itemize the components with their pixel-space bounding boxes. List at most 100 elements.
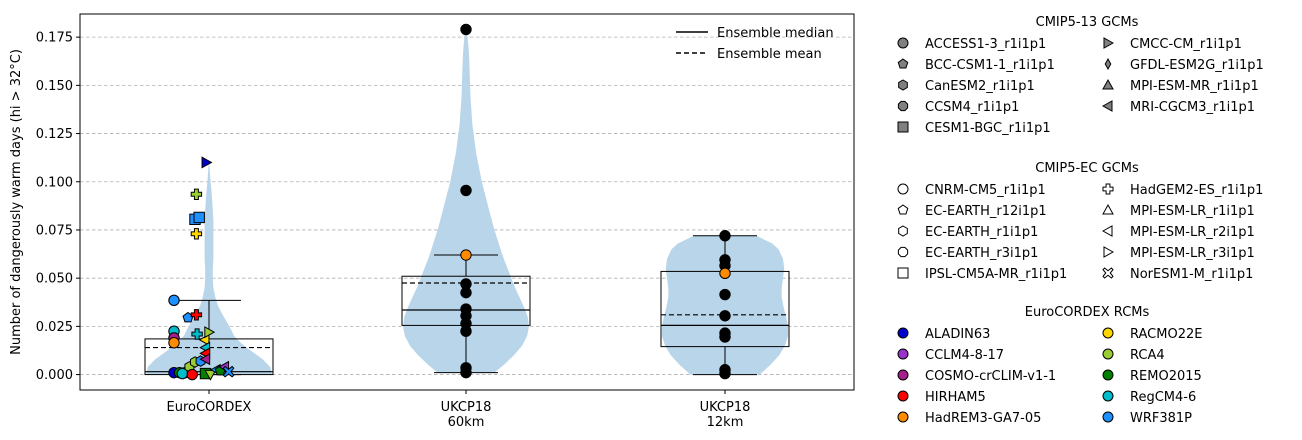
- data-point: [191, 328, 203, 340]
- legend-entry-label: MRI-CGCM3_r1i1p1: [1130, 100, 1255, 115]
- legend-entry-label: COSMO-crCLIM-v1-1: [925, 369, 1056, 384]
- legend-marker: [897, 246, 909, 258]
- data-point: [719, 267, 731, 280]
- legend-entry-label: ALADIN63: [925, 327, 990, 342]
- legend-title: CMIP5-EC GCMs: [1035, 161, 1139, 176]
- data-points: [168, 23, 731, 381]
- y-tick-label: 0.175: [36, 31, 73, 46]
- legend-entry-label: EC-EARTH_r3i1p1: [925, 246, 1038, 261]
- data-point: [186, 368, 198, 381]
- legend-entry-label: EC-EARTH_r1i1p1: [925, 225, 1038, 240]
- legend-marker: [897, 411, 909, 423]
- legend-entry-label: RACMO22E: [1130, 327, 1202, 342]
- legend-marker: [1102, 369, 1114, 381]
- legend-entry-label: IPSL-CM5A-MR_r1i1p1: [925, 267, 1067, 282]
- legend-entry-label: MPI-ESM-LR_r3i1p1: [1130, 246, 1255, 261]
- legend-entry-label: CCLM4-8-17: [925, 348, 1004, 363]
- legend-entry-label: MPI-ESM-LR_r1i1p1: [1130, 204, 1255, 219]
- legend-title: EuroCORDEX RCMs: [1025, 305, 1150, 320]
- legend-entry-label: NorESM1-M_r1i1p1: [1130, 267, 1253, 282]
- legend-marker: [897, 390, 909, 402]
- legend-marker: [897, 37, 909, 49]
- violin-uk60: [403, 29, 529, 373]
- data-point: [719, 230, 731, 242]
- legend-entry-label: BCC-CSM1-1_r1i1p1: [925, 58, 1055, 73]
- legend-marker: [1102, 390, 1114, 402]
- plot-area: [79, 13, 855, 391]
- x-tick-label-euro: EuroCORDEX: [167, 400, 252, 415]
- legend-entry-label: CanESM2_r1i1p1: [925, 79, 1035, 94]
- legend-marker: [898, 79, 908, 91]
- legend-entry-label: GFDL-ESM2G_r1i1p1: [1130, 58, 1264, 73]
- legend-entry-label: RCA4: [1130, 348, 1165, 363]
- legend-marker: [897, 58, 909, 69]
- legend-marker: [1102, 203, 1114, 215]
- data-point: [460, 325, 472, 337]
- y-tick-label: 0.075: [36, 223, 73, 238]
- legend-entry-label: MPI-ESM-MR_r1i1p1: [1130, 79, 1259, 94]
- legend-entry-label: HadREM3-GA7-05: [925, 411, 1041, 426]
- y-axis-label: Number of dangerously warm days (hi > 32…: [9, 49, 24, 355]
- legend-entry-label: REMO2015: [1130, 369, 1202, 384]
- legend-entry-label: RegCM4-6: [1130, 390, 1196, 405]
- legend-marker: [1103, 246, 1115, 258]
- legend-entry-label: HIRHAM5: [925, 390, 986, 405]
- legend-line-label: Ensemble median: [717, 26, 834, 41]
- marker-legends: CMIP5-13 GCMs ACCESS1-3_r1i1p1 BCC-CSM1-1_…: [897, 15, 1264, 426]
- y-tick-label: 0.125: [36, 127, 73, 142]
- legend-entry-label: CNRM-CM5_r1i1p1: [925, 183, 1046, 198]
- legend-marker: [1102, 183, 1114, 195]
- y-tick-label: 0.100: [36, 175, 73, 190]
- data-point: [193, 211, 205, 224]
- legend-marker: [898, 225, 908, 237]
- data-point: [460, 23, 472, 36]
- legend-entry-label: ACCESS1-3_r1i1p1: [925, 37, 1046, 52]
- data-point: [719, 367, 731, 380]
- data-point: [190, 309, 203, 321]
- legend-line-label: Ensemble mean: [717, 47, 822, 62]
- legend-marker: [1101, 225, 1113, 237]
- legend-title: CMIP5-13 GCMs: [1036, 15, 1139, 30]
- legend-marker: [1102, 327, 1114, 339]
- data-point: [201, 156, 213, 169]
- violin-euro: [146, 162, 272, 375]
- legend-marker: [897, 204, 909, 215]
- legend-marker: [1102, 78, 1114, 90]
- legend-marker: [897, 327, 909, 339]
- legend-marker: [1103, 37, 1115, 49]
- data-point: [719, 288, 731, 301]
- data-point: [460, 249, 472, 261]
- axes: 0.000 0.025 0.050 0.075 0.100 0.125 0.150 0.175…: [36, 31, 751, 430]
- legend-marker: [1102, 411, 1114, 423]
- violin-uk12: [662, 235, 788, 375]
- data-point: [204, 369, 217, 381]
- data-point: [190, 228, 203, 240]
- legend-entry-label: CESM1-BGC_r1i1p1: [925, 121, 1051, 136]
- line-legend: Ensemble median Ensemble mean: [676, 26, 834, 62]
- data-point: [199, 353, 211, 366]
- legend-entry-label: CCSM4_r1i1p1: [925, 100, 1019, 115]
- data-point: [460, 286, 472, 299]
- y-tick-label: 0.000: [36, 368, 73, 383]
- legend-marker: [897, 348, 909, 360]
- legend-entry-label: HadGEM2-ES_r1i1p1: [1130, 183, 1263, 198]
- data-point: [222, 365, 235, 378]
- data-point: [719, 331, 731, 343]
- legend-entry-label: EC-EARTH_r12i1p1: [925, 204, 1047, 219]
- x-tick-label-uk60: UKCP18 60km: [441, 400, 492, 430]
- data-point: [176, 367, 189, 380]
- data-point: [460, 184, 472, 197]
- x-tick-label-uk12: UKCP18 12km: [700, 400, 751, 430]
- data-point: [168, 337, 180, 349]
- legend-entry-label: WRF381P: [1130, 411, 1192, 426]
- legend-marker: [897, 121, 909, 133]
- legend-entry-label: CMCC-CM_r1i1p1: [1130, 37, 1242, 52]
- data-point: [168, 294, 180, 307]
- legend-marker: [897, 100, 909, 112]
- y-tick-label: 0.025: [36, 320, 73, 335]
- legend-marker: [1104, 57, 1112, 71]
- data-point: [204, 326, 216, 339]
- data-point: [190, 188, 203, 200]
- legend-entry-label: MPI-ESM-LR_r2i1p1: [1130, 225, 1255, 240]
